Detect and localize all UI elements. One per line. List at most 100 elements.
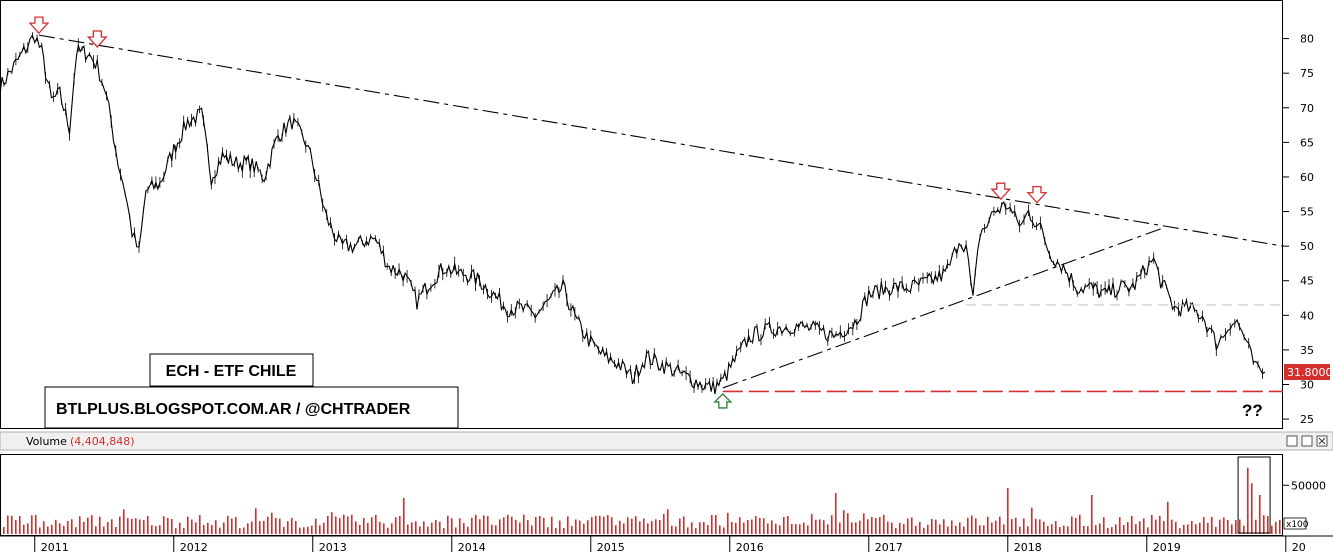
volume-bar bbox=[15, 519, 17, 534]
volume-bar bbox=[587, 520, 589, 534]
volume-bar bbox=[823, 520, 825, 534]
volume-bar bbox=[231, 518, 233, 534]
volume-bar bbox=[995, 520, 997, 534]
volume-bar bbox=[603, 516, 605, 534]
volume-bar bbox=[791, 524, 793, 534]
volume-title: Volume bbox=[26, 435, 67, 448]
source-annotation: BTLPLUS.BLOGSPOT.COM.AR / @CHTRADER bbox=[44, 386, 459, 429]
volume-bar bbox=[687, 527, 689, 534]
volume-bar bbox=[375, 514, 377, 534]
volume-bar bbox=[747, 520, 749, 534]
volume-bar bbox=[1035, 518, 1037, 534]
volume-bar bbox=[363, 518, 365, 534]
volume-bar bbox=[767, 523, 769, 534]
volume-bar bbox=[479, 519, 481, 534]
volume-bar bbox=[127, 518, 129, 534]
volume-bar bbox=[1231, 524, 1233, 534]
volume-bar bbox=[583, 523, 585, 534]
volume-bar bbox=[735, 522, 737, 534]
volume-bar bbox=[99, 516, 101, 534]
volume-bar bbox=[723, 527, 725, 534]
source-box bbox=[44, 386, 459, 429]
volume-bar bbox=[955, 525, 957, 534]
volume-bar bbox=[71, 519, 73, 534]
volume-bar bbox=[643, 518, 645, 534]
volume-bar bbox=[271, 512, 273, 534]
price-axis-label: 40 bbox=[1300, 309, 1314, 322]
price-axis-label: 25 bbox=[1300, 413, 1314, 426]
volume-bar bbox=[1043, 521, 1045, 534]
volume-bar bbox=[831, 515, 833, 534]
volume-bar bbox=[883, 514, 885, 534]
volume-bar bbox=[475, 514, 477, 534]
volume-bar bbox=[379, 521, 381, 534]
volume-bar bbox=[1115, 524, 1117, 534]
volume-axis-label: 50000 bbox=[1291, 479, 1326, 492]
volume-bar bbox=[107, 522, 109, 534]
volume-bar bbox=[727, 512, 729, 534]
volume-bar bbox=[359, 524, 361, 534]
volume-bar bbox=[1059, 527, 1061, 534]
volume-bar bbox=[339, 518, 341, 534]
volume-bar bbox=[1091, 495, 1093, 534]
maximize-button[interactable] bbox=[1301, 435, 1313, 447]
volume-bar bbox=[143, 520, 145, 534]
volume-bar bbox=[255, 508, 257, 534]
volume-bar bbox=[743, 522, 745, 534]
volume-panel-controls[interactable] bbox=[1286, 435, 1328, 447]
volume-bar bbox=[171, 518, 173, 534]
volume-scale-label: x100 bbox=[1286, 520, 1309, 530]
volume-bar bbox=[575, 519, 577, 534]
volume-bar bbox=[859, 520, 861, 534]
volume-bar bbox=[459, 518, 461, 534]
volume-bar bbox=[943, 519, 945, 534]
volume-bar bbox=[563, 527, 565, 534]
volume-bar bbox=[863, 513, 865, 534]
volume-bar bbox=[695, 528, 697, 534]
volume-bar bbox=[1243, 525, 1245, 534]
volume-bar bbox=[1027, 526, 1029, 534]
volume-bar bbox=[315, 518, 317, 534]
volume-bar bbox=[539, 515, 541, 534]
price-axis-label: 55 bbox=[1300, 206, 1314, 219]
volume-bar bbox=[59, 523, 61, 534]
volume-bar bbox=[899, 522, 901, 534]
volume-bar bbox=[519, 522, 521, 534]
volume-bar bbox=[119, 516, 121, 534]
volume-bar bbox=[927, 524, 929, 534]
down-arrow-icon-3 bbox=[1026, 185, 1048, 204]
restore-button[interactable] bbox=[1286, 435, 1298, 447]
price-axis-label: 60 bbox=[1300, 171, 1314, 184]
volume-bar bbox=[763, 518, 765, 534]
volume-bar bbox=[291, 518, 293, 534]
volume-bar bbox=[1211, 516, 1213, 534]
volume-bar bbox=[1131, 515, 1133, 534]
price-axis-label: 50 bbox=[1300, 240, 1314, 253]
volume-bar bbox=[23, 524, 25, 534]
volume-bar bbox=[83, 522, 85, 534]
question-annotation: ?? bbox=[1242, 401, 1263, 420]
volume-bar bbox=[183, 527, 185, 534]
volume-bar bbox=[839, 522, 841, 534]
volume-bar bbox=[1003, 524, 1005, 534]
volume-bar bbox=[1039, 519, 1041, 534]
volume-bar bbox=[343, 514, 345, 534]
volume-bar bbox=[895, 527, 897, 534]
volume-bar bbox=[415, 521, 417, 534]
volume-bar bbox=[179, 522, 181, 534]
axis-layer: 25 30 35 40 45 50 55 60 65 70 75 80 31.8000 50000 x100… bbox=[34, 33, 1333, 554]
volume-bar bbox=[975, 518, 977, 534]
volume-bar bbox=[19, 515, 21, 534]
time-axis-label: 20 bbox=[1292, 541, 1306, 554]
time-axis-label: 2012 bbox=[180, 541, 208, 554]
volume-bar bbox=[667, 509, 669, 534]
source-box-text: BTLPLUS.BLOGSPOT.COM.AR / @CHTRADER bbox=[56, 401, 411, 418]
volume-bar bbox=[499, 519, 501, 534]
volume-bar bbox=[1219, 519, 1221, 534]
volume-bar bbox=[1183, 524, 1185, 534]
volume-bar bbox=[679, 518, 681, 534]
volume-bar bbox=[567, 516, 569, 534]
volume-bar bbox=[755, 516, 757, 534]
volume-bar bbox=[967, 517, 969, 534]
price-axis-label: 45 bbox=[1300, 275, 1314, 288]
